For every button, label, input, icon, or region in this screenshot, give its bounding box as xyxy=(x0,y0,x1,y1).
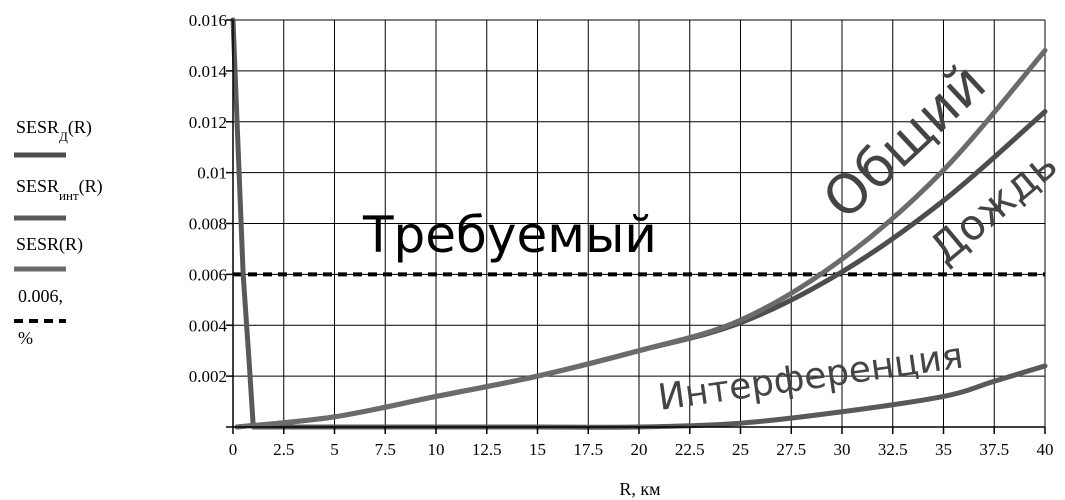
x-tick-label: 0 xyxy=(229,440,238,459)
x-tick-label: 10 xyxy=(428,440,445,459)
legend: SESRД(R) SESRинт(R) SESR(R) 0.006, % xyxy=(14,117,103,348)
annotation-interference: Интерференция xyxy=(656,336,966,419)
y-tick-label: 0.014 xyxy=(189,62,228,81)
legend-label-interference: SESRинт(R) xyxy=(16,176,103,203)
x-tick-labels: 0 2.5 5 7.5 10 12.5 15 17.5 20 22.5 25 27.5 30 32.5 35… xyxy=(229,440,1054,459)
x-tick-label: 20 xyxy=(631,440,648,459)
legend-entry-rain: SESRД(R) xyxy=(14,117,92,158)
x-tick-label: 17.5 xyxy=(573,440,603,459)
y-tick-label: 0.016 xyxy=(189,11,227,30)
y-tick-label: 0.002 xyxy=(189,367,227,386)
x-axis-title: R, км xyxy=(619,479,660,499)
x-tick-label: 32.5 xyxy=(878,440,908,459)
legend-label-rain: SESRД(R) xyxy=(16,117,92,144)
y-tick-label: 0.006 xyxy=(189,265,227,284)
y-tick-label: 0.01 xyxy=(197,164,227,183)
x-tick-label: 2.5 xyxy=(273,440,294,459)
legend-label-required: 0.006, xyxy=(18,286,63,306)
x-tick-label: 22.5 xyxy=(675,440,705,459)
y-tick-label: 0.012 xyxy=(189,113,227,132)
legend-label-total: SESR(R) xyxy=(16,234,83,255)
x-tick-label: 27.5 xyxy=(776,440,806,459)
legend-entry-interference: SESRинт(R) xyxy=(14,176,103,221)
legend-entry-required: 0.006, % xyxy=(14,286,66,348)
x-tick-label: 15 xyxy=(529,440,546,459)
x-tick-label: 12.5 xyxy=(472,440,502,459)
axes xyxy=(226,19,1046,434)
annotation-required: Требуемый xyxy=(362,206,657,264)
x-tick-label: 40 xyxy=(1037,440,1054,459)
y-tick-label: 0.008 xyxy=(189,215,227,234)
x-tick-label: 37.5 xyxy=(979,440,1009,459)
x-tick-label: 30 xyxy=(834,440,851,459)
x-tick-label: 35 xyxy=(935,440,952,459)
series-line-total xyxy=(234,48,1048,430)
legend-entry-total: SESR(R) xyxy=(14,234,83,272)
y-tick-label: 0.004 xyxy=(189,316,228,335)
legend-label-required-unit: % xyxy=(18,328,33,348)
x-tick-label: 7.5 xyxy=(375,440,396,459)
x-tick-label: 5 xyxy=(330,440,339,459)
y-tick-labels: 0.002 0.004 0.006 0.008 0.01 0.012 0.014 0.016 xyxy=(189,11,228,386)
x-tick-label: 25 xyxy=(732,440,749,459)
